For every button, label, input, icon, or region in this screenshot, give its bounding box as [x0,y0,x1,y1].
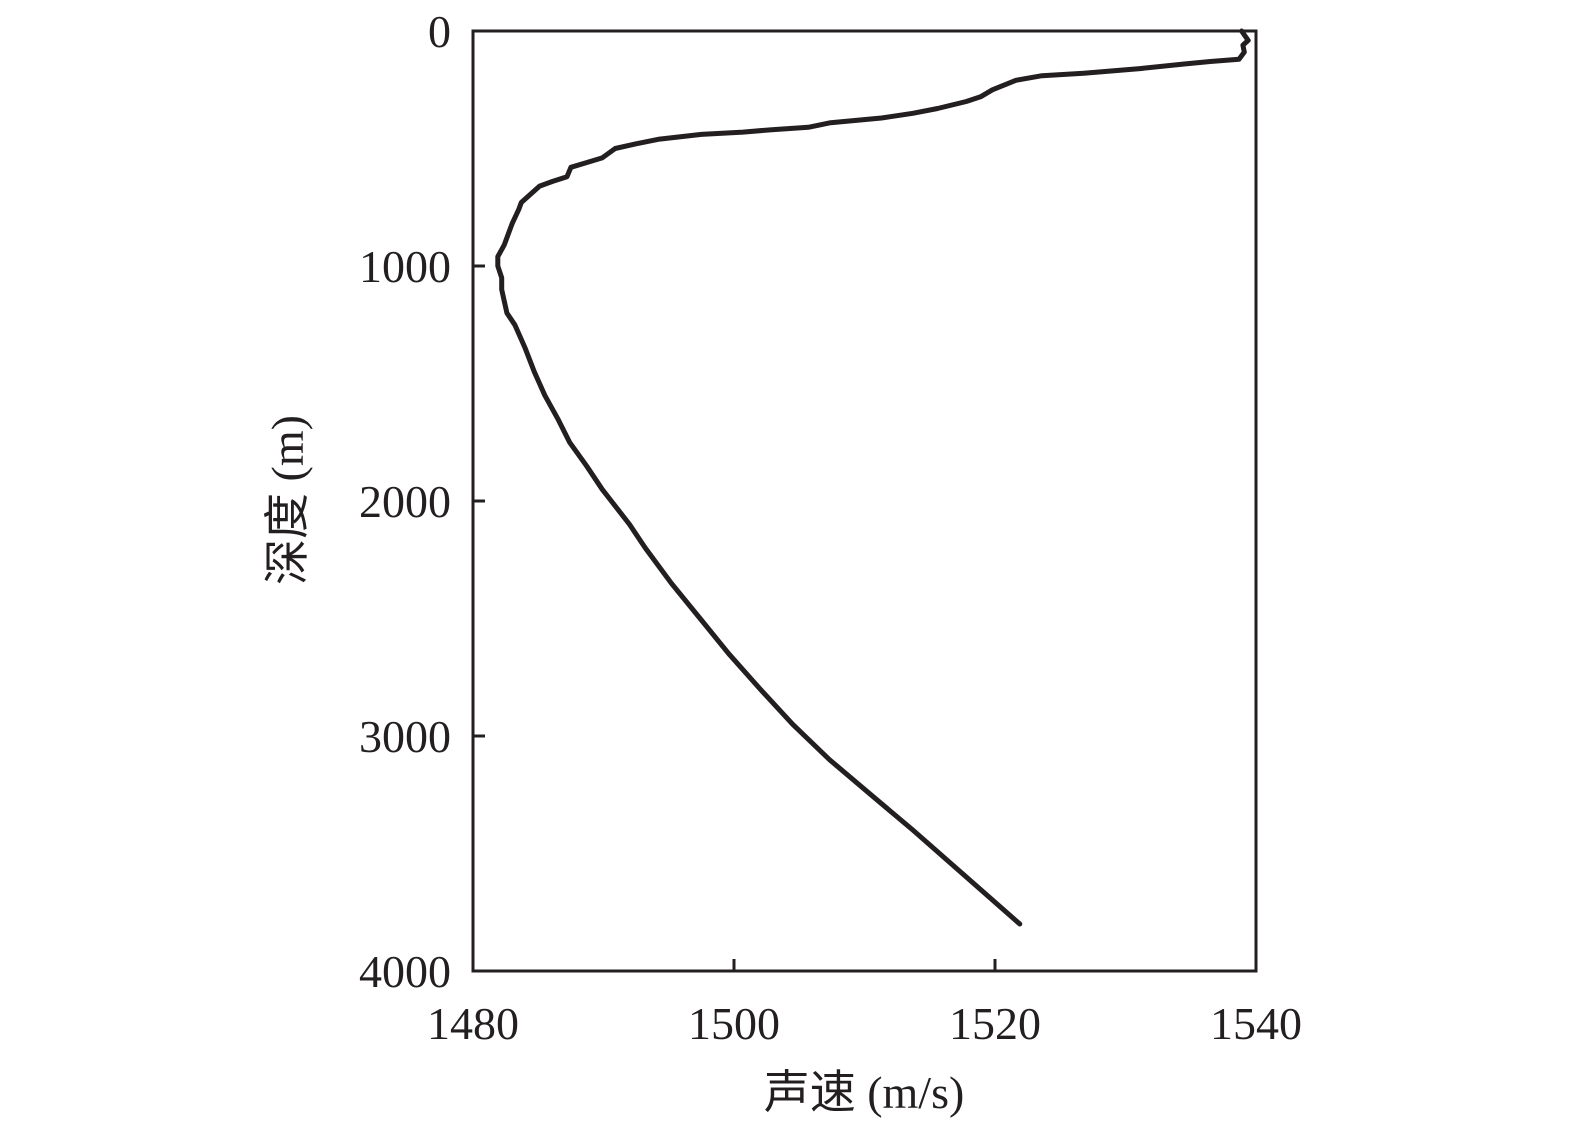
y-tick-label-4: 4000 [359,946,451,997]
x-tick-label-2: 1520 [949,998,1041,1049]
y-tick-label-2: 2000 [359,476,451,527]
x-axis-title: 声速 (m/s) [764,1067,965,1118]
y-axis: 0 1000 2000 3000 4000 [359,6,485,997]
y-tick-label-0: 0 [428,6,451,57]
y-axis-title: 深度 (m) [262,415,313,585]
x-tick-label-3: 1540 [1210,998,1302,1049]
x-axis: 1480 1500 1520 1540 [427,959,1302,1049]
series-line-0 [495,28,1251,927]
y-tick-label-1: 1000 [359,241,451,292]
plot-area-frame [471,29,1258,973]
y-tick-label-3: 3000 [359,711,451,762]
x-tick-label-0: 1480 [427,998,519,1049]
x-tick-label-1: 1500 [688,998,780,1049]
chart-marks [495,28,1251,927]
